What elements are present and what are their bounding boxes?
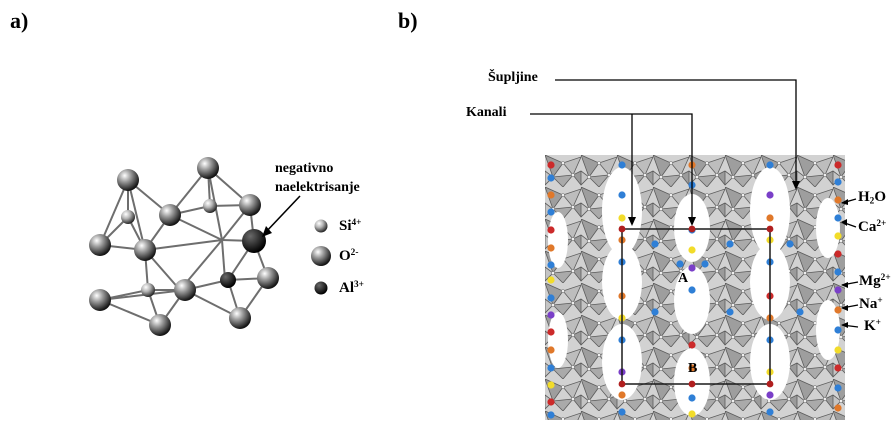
legend-al-icon [314,281,328,295]
aluminium-atoms [220,229,266,288]
ion-label-water: H2O [858,189,886,207]
ion-label-sodium: Na+ [859,295,883,312]
ion-column-right [834,161,842,412]
unit-cell-corners [618,225,774,388]
legend-o-icon [311,246,331,266]
legend-al-label: Al3+ [339,279,364,296]
callout-arrowheads [628,181,800,226]
negative-charge-arrowhead [262,226,272,237]
legend-o-label: O2- [339,247,359,264]
negative-charge-arrow [263,195,301,235]
legend-si-label: Si4+ [339,217,362,234]
ion-label-calcium: Ca2+ [858,218,887,235]
ion-pointer-arrowheads [841,199,848,328]
ion-label-potassium: K+ [864,317,881,334]
cavities-callout-label: Šupljine [488,70,538,85]
panel-b-label: b) [398,8,418,33]
legend-si-icon [314,219,328,233]
site-b-label: B [688,361,698,376]
site-a-label: A [678,271,689,286]
panel-a-label: a) [10,8,29,33]
negative-charge-label-line1: negativno [275,161,334,176]
ion-label-magnesium: Mg2+ [859,272,891,289]
negative-charge-label-line2: naelektrisanje [275,180,360,195]
unit-cell-outline [621,228,771,385]
callout-lines [530,79,797,220]
ion-row-mid [651,240,804,316]
silicon-atoms [121,199,217,297]
ion-column-left [547,161,555,419]
oxygen-atoms [89,157,279,336]
channels-callout-label: Kanali [466,105,507,120]
